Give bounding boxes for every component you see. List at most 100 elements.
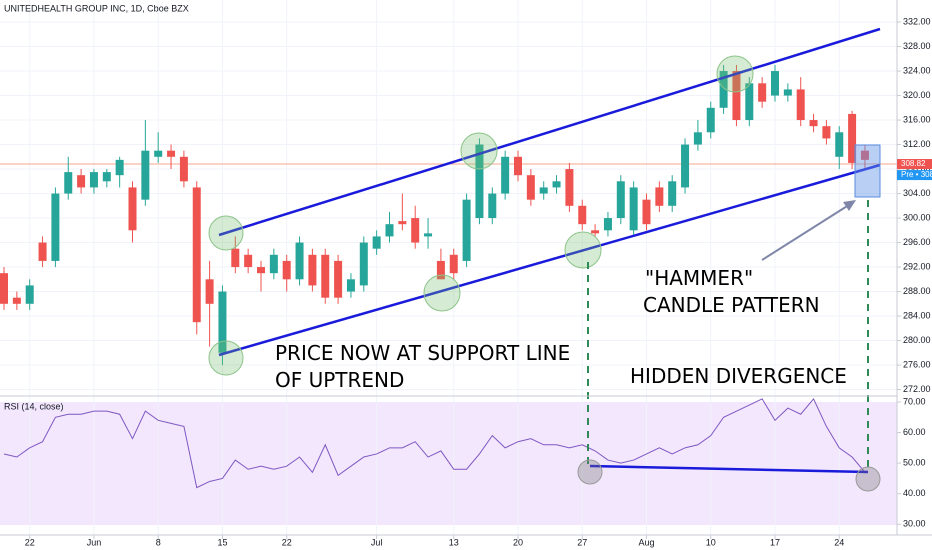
chart-title: UNITEDHEALTH GROUP INC, 1D, Cboe BZX <box>4 3 189 13</box>
candle-body <box>424 233 433 237</box>
candle-body <box>539 187 548 194</box>
marks <box>0 64 869 489</box>
x-tick-label: 27 <box>577 537 587 547</box>
candle-body <box>501 156 510 194</box>
candle-body <box>822 126 831 139</box>
circle <box>208 340 244 376</box>
candle-body <box>372 236 381 249</box>
annotation: HIDDEN DIVERGENCE <box>630 364 847 388</box>
candle-body <box>25 285 34 304</box>
candle-body <box>732 71 741 121</box>
candle-body <box>681 144 690 188</box>
candle-body <box>282 260 291 280</box>
y-tick-label: 30.00 <box>903 519 926 529</box>
x-tick-label: 22 <box>282 537 292 547</box>
candle-body <box>848 113 857 163</box>
y-tick-label: 280.00 <box>903 335 931 345</box>
candle-body <box>475 144 484 219</box>
y-tick-label: 332.00 <box>903 16 931 26</box>
price-label: Pre • 308.81 <box>901 170 932 179</box>
candle-body <box>526 175 535 200</box>
y-tick-label: 304.00 <box>903 188 931 198</box>
candle-body <box>783 89 792 96</box>
upper-trend-line <box>218 27 881 237</box>
candle-body <box>398 221 407 225</box>
candle-body <box>552 181 561 188</box>
candle-body <box>141 150 150 200</box>
candle-body <box>192 187 201 323</box>
candle-body <box>693 132 702 145</box>
candle-body <box>257 267 265 274</box>
price-label-box <box>897 170 932 181</box>
candle-body <box>115 159 124 176</box>
y-tick-label: 284.00 <box>903 310 931 320</box>
x-tick-label: 24 <box>834 537 844 547</box>
candle-body <box>346 279 355 292</box>
divergence-line <box>589 464 869 474</box>
arrow-head <box>843 200 856 211</box>
drawings <box>0 0 932 536</box>
y-tick-label: 300.00 <box>903 212 931 222</box>
circle <box>564 231 602 269</box>
candle-body <box>616 181 625 219</box>
x-tick-label: Aug <box>638 537 654 547</box>
candle-body <box>218 291 227 353</box>
annotation: OF UPTREND <box>275 368 404 392</box>
candle-body <box>488 193 497 219</box>
candle-body <box>179 156 188 182</box>
y-tick-label: 272.00 <box>903 384 931 394</box>
candle-body <box>12 297 21 304</box>
candle-body <box>835 132 844 157</box>
candle-body <box>359 242 368 286</box>
y-tick-label: 324.00 <box>903 65 931 75</box>
candle-body <box>154 150 163 157</box>
circle <box>716 55 754 93</box>
x-tick-label: 13 <box>449 537 459 547</box>
candle-body <box>629 187 638 231</box>
circle <box>423 274 461 312</box>
x-tick-label: 8 <box>156 537 161 547</box>
candle-body <box>411 218 420 243</box>
candle-body <box>167 150 176 157</box>
candle-body <box>655 187 664 206</box>
rsi-line <box>3 397 866 489</box>
x-tick-label: 10 <box>706 537 716 547</box>
y-tick-label: 292.00 <box>903 261 931 271</box>
y-tick-label: 70.00 <box>903 396 926 406</box>
lower-trend-line <box>218 163 881 357</box>
x-tick-label: 20 <box>513 537 523 547</box>
candle-body <box>449 254 458 274</box>
circle <box>208 215 244 251</box>
candle-body <box>128 187 137 231</box>
x-tick-label: Jun <box>87 537 102 547</box>
candle-body <box>771 71 779 96</box>
candle-body <box>758 83 767 102</box>
candle-body <box>231 248 240 268</box>
annotation: "HAMMER" <box>645 266 753 290</box>
candle-body <box>244 254 253 268</box>
candle-body <box>385 224 394 237</box>
y-tick-label: 50.00 <box>903 458 926 468</box>
rsi-title: RSI (14, close) <box>4 401 64 411</box>
annotation: PRICE NOW AT SUPPORT LINE <box>275 341 570 365</box>
price-label: 308.82 <box>901 159 926 168</box>
x-tick-label: Jul <box>371 537 383 547</box>
candle-body <box>0 273 8 304</box>
y-tick-label: 60.00 <box>903 427 926 437</box>
x-tick-label: 22 <box>25 537 35 547</box>
candle-body <box>719 71 728 108</box>
y-tick-label: 320.00 <box>903 90 931 100</box>
candle-body <box>668 181 677 206</box>
candle-body <box>462 199 471 261</box>
candle-body <box>77 175 86 188</box>
candle-body <box>205 279 214 304</box>
y-tick-label: 328.00 <box>903 41 931 51</box>
candle-body <box>64 172 73 194</box>
y-tick-label: 40.00 <box>903 488 926 498</box>
candle-body <box>295 242 304 280</box>
y-tick-label: 316.00 <box>903 114 931 124</box>
y-tick-label: 276.00 <box>903 359 931 369</box>
candle-body <box>578 205 587 225</box>
